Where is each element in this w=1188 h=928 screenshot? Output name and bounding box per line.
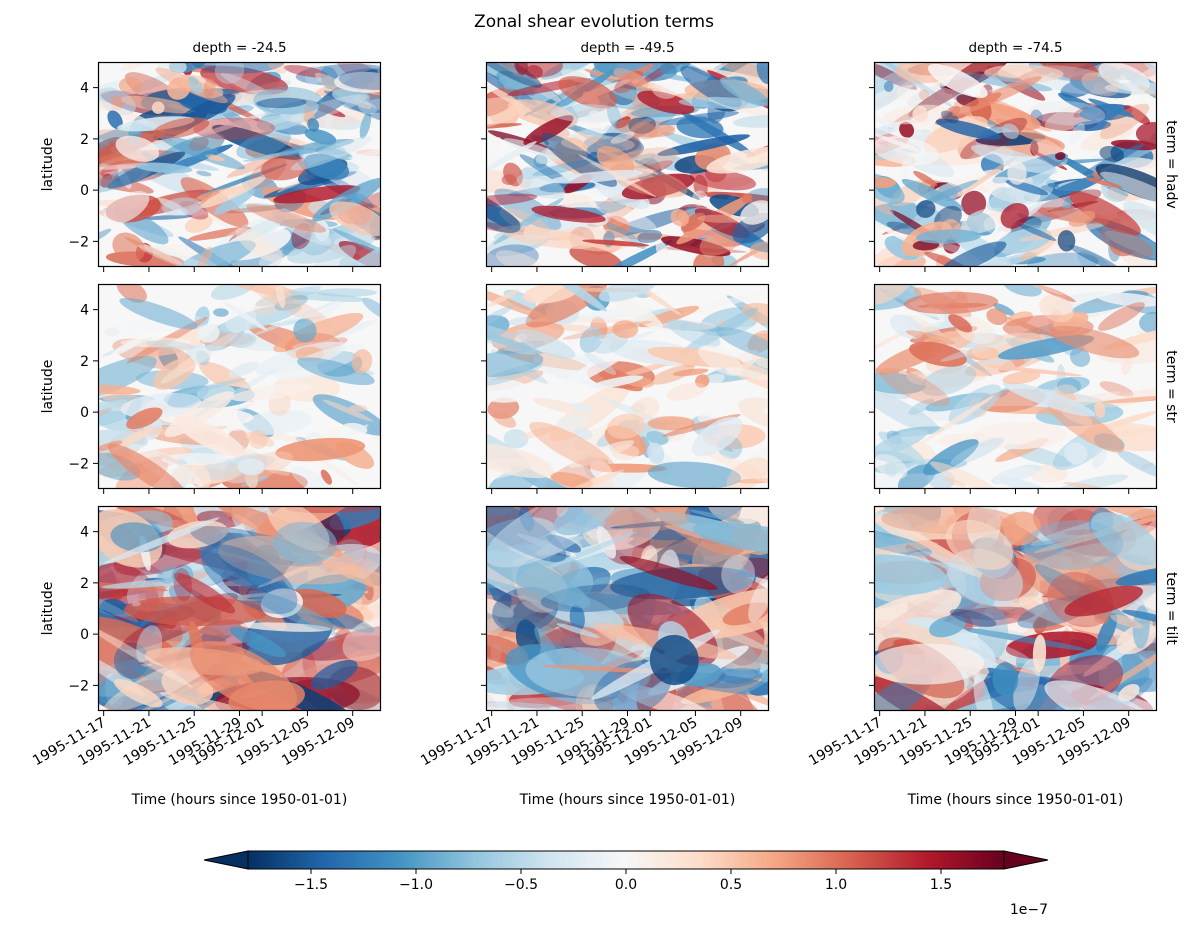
panel-frame [97,61,382,268]
y-tick-label: −2 [68,456,89,472]
colorbar-tick-label: −0.5 [504,877,538,893]
colorbar-tick-label: 1.5 [930,877,952,893]
panel-frame [485,61,770,268]
colorbar-tick-label: 1.0 [825,877,847,893]
panel-1-0: −2 0 2 4 latitude [40,283,382,494]
heatmap-field [874,62,1157,267]
column-title: depth = -74.5 [968,40,1062,56]
colorbar-offset-text: 1e−7 [1010,902,1048,918]
panel-2-2: 1995-11-171995-11-211995-11-251995-11-29… [806,505,1179,808]
colorbar-tick-label: −1.0 [399,877,433,893]
y-tick-label: 0 [80,627,89,643]
y-axis-label: latitude [40,360,56,414]
y-tick-label: 0 [80,183,89,199]
colorbar: −1.5 −1.0 −0.5 0.0 0.5 1.0 1.5 1e−7 [203,850,1049,918]
y-tick-label: 4 [80,525,89,541]
y-tick-label: −2 [68,234,89,250]
colorbar-tick-label: 0.5 [720,877,742,893]
panel-frame [873,61,1158,268]
colorbar-tick-label: 0.0 [615,877,637,893]
y-tick-label: 2 [80,132,89,148]
y-tick-label: −2 [68,678,89,694]
x-axis-label: Time (hours since 1950-01-01) [519,792,736,808]
heatmap-field [98,62,381,267]
panel-frame [97,505,382,712]
y-tick-label: 2 [80,354,89,370]
panel-1-2: term = str [869,283,1179,494]
x-axis-label: Time (hours since 1950-01-01) [131,792,348,808]
y-axis-label: latitude [40,582,56,636]
heatmap-field [98,284,381,489]
column-title: depth = -24.5 [192,40,286,56]
panel-frame [485,283,770,490]
panel-2-1: 1995-11-171995-11-211995-11-251995-11-29… [418,505,770,808]
colorbar-extend-min [203,850,249,870]
colorbar-gradient [247,850,1005,870]
panel-0-2: depth = -74.5 term = hadv [869,40,1179,272]
row-title: term = tilt [1163,572,1179,645]
panel-0-0: −2 0 2 4 depth = -24.5 latitude [40,40,382,272]
panel-frame [873,505,1158,712]
panel-1-1 [481,283,770,494]
panel-0-1: depth = -49.5 [481,40,770,272]
heatmap-field [874,506,1157,711]
y-tick-label: 0 [80,405,89,421]
x-axis-label: Time (hours since 1950-01-01) [907,792,1124,808]
y-axis-label: latitude [40,138,56,192]
heatmap-field [98,506,381,711]
row-title: term = str [1163,350,1179,423]
y-tick-label: 2 [80,576,89,592]
heatmap-field [486,62,769,267]
heatmap-field [486,284,769,489]
row-title: term = hadv [1163,120,1179,209]
column-title: depth = -49.5 [580,40,674,56]
colorbar-tick-label: −1.5 [294,877,328,893]
colorbar-extend-max [1003,850,1049,870]
facet-grid: −2 0 2 4 depth = -24.5 latitude depth = -49.5 d… [30,40,1179,808]
panel-2-0: −20241995-11-171995-11-211995-11-251995-… [30,505,382,808]
figure-title: Zonal shear evolution terms [474,12,714,32]
y-tick-label: 4 [80,81,89,97]
heatmap-field [874,284,1157,489]
heatmap-field [486,506,769,711]
panel-frame [873,283,1158,490]
panel-frame [97,283,382,490]
y-tick-label: 4 [80,303,89,319]
panel-frame [485,505,770,712]
